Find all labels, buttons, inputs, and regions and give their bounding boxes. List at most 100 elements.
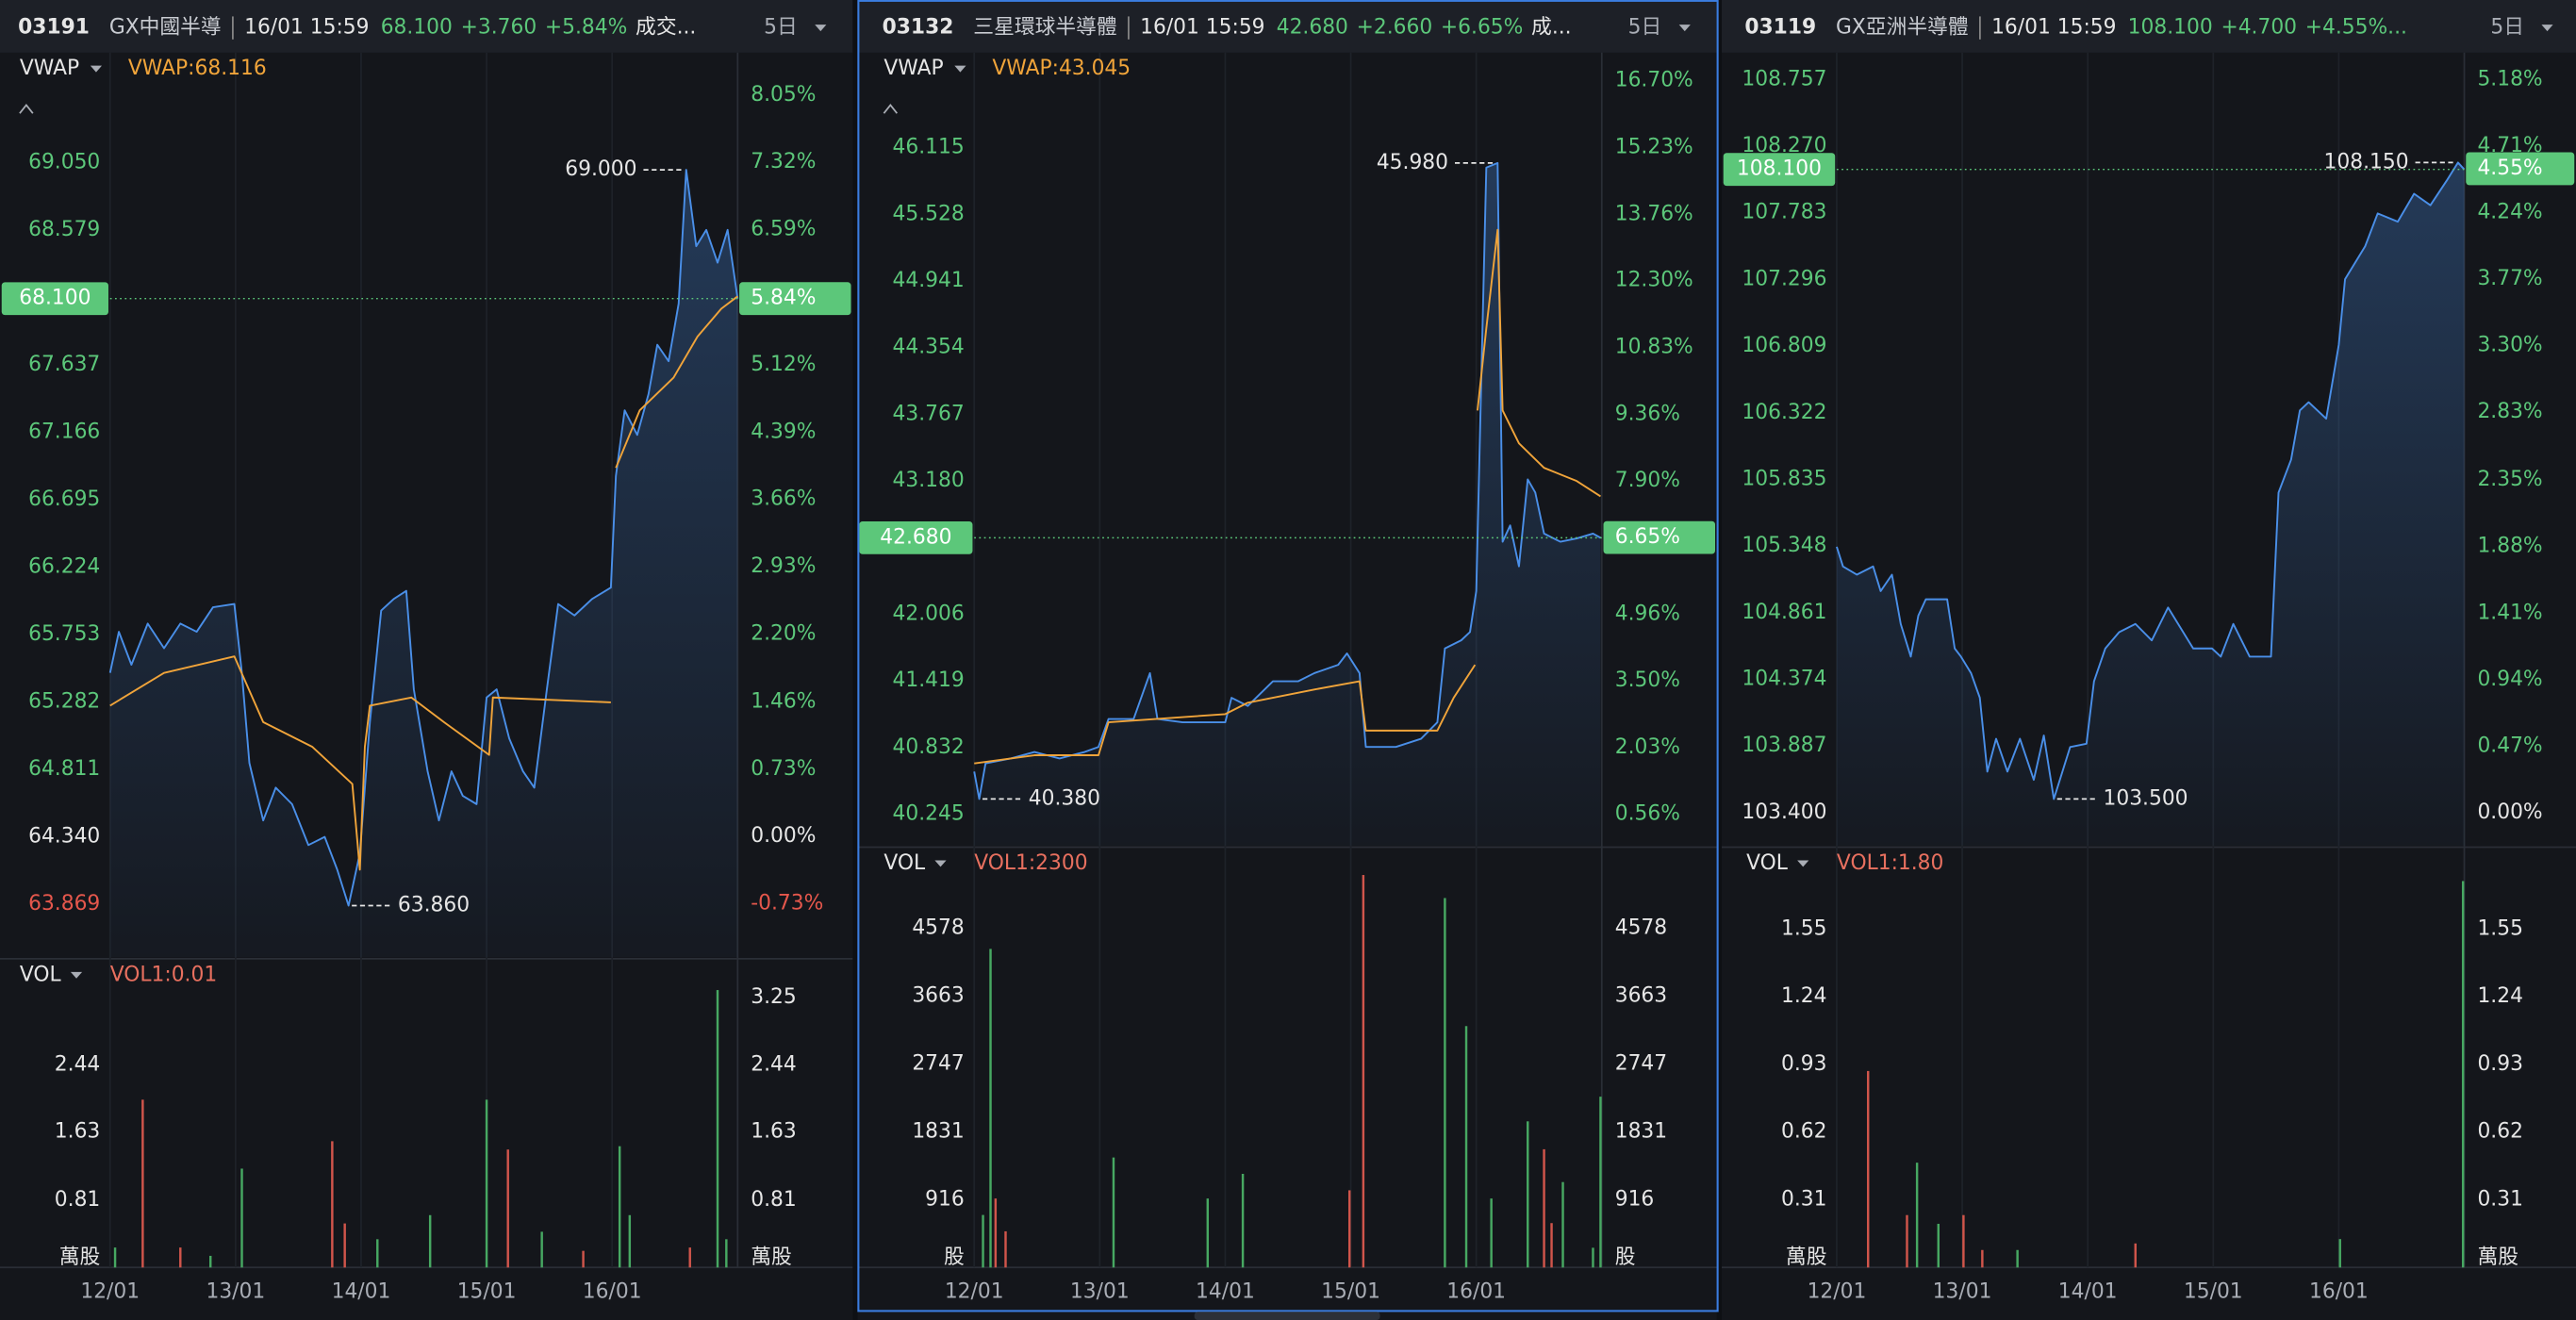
y2-tick-label: 2.03% bbox=[1615, 735, 1680, 759]
low-label: 103.500 bbox=[2104, 786, 2188, 810]
volume-bar bbox=[240, 1168, 243, 1268]
volume-tick-label: 2.44 bbox=[55, 1052, 100, 1076]
panel-header bbox=[0, 0, 853, 53]
vwap-line bbox=[974, 228, 1601, 765]
volume-indicator: VOL1:1.80 bbox=[1837, 851, 1943, 875]
y2-tick-label: 10.83% bbox=[1615, 336, 1693, 359]
volume-bar bbox=[618, 1146, 621, 1268]
indicator-value: VWAP:68.116 bbox=[128, 57, 267, 80]
volume-bar bbox=[331, 1141, 334, 1268]
stock-name: 三星環球半導體 bbox=[973, 16, 1116, 40]
period-selector[interactable]: 5日 bbox=[1628, 16, 1662, 40]
volume-y2-tick-label: 0.93 bbox=[2477, 1052, 2522, 1076]
price-line bbox=[108, 169, 739, 907]
volume-y2-tick-label: 3663 bbox=[1615, 984, 1667, 1008]
y-tick-label: 44.941 bbox=[893, 269, 965, 292]
y2-tick-label: 5.12% bbox=[751, 353, 816, 376]
x-tick-label: 16/01 bbox=[583, 1279, 642, 1303]
change-percent: +4.55%... bbox=[2305, 16, 2407, 40]
volume-unit: 萬股 bbox=[2477, 1246, 2518, 1269]
y-tick-label: 66.224 bbox=[28, 555, 100, 579]
y-tick-label: 64.811 bbox=[28, 757, 100, 781]
y2-tick-label: 3.77% bbox=[2477, 267, 2542, 290]
volume-bar bbox=[1592, 1247, 1594, 1268]
y-tick-label: 107.783 bbox=[1742, 201, 1826, 224]
volume-bar bbox=[1348, 1190, 1351, 1268]
volume-bar bbox=[2016, 1249, 2019, 1268]
y-tick-label: 67.166 bbox=[28, 421, 100, 444]
y-tick-label: 68.579 bbox=[28, 218, 100, 241]
y-tick-label: 67.637 bbox=[28, 353, 100, 376]
volume-bar bbox=[2338, 1239, 2341, 1268]
stock-code: 03191 bbox=[18, 16, 90, 40]
x-tick-label: 13/01 bbox=[206, 1279, 265, 1303]
timestamp: 16/01 15:59 bbox=[1991, 16, 2116, 40]
price-change: +3.760 bbox=[461, 16, 537, 40]
period-selector[interactable]: 5日 bbox=[2490, 16, 2524, 40]
y2-tick-label: 7.90% bbox=[1615, 469, 1680, 492]
collapse-icon bbox=[19, 104, 34, 114]
y2-tick-label: 0.94% bbox=[2477, 668, 2542, 691]
volume-bar bbox=[725, 1239, 728, 1268]
y-tick-label: 69.050 bbox=[28, 150, 100, 173]
volume-bar bbox=[179, 1247, 182, 1268]
volume-tick-label: 0.93 bbox=[1781, 1052, 1826, 1076]
indicator-value: VWAP:43.045 bbox=[992, 57, 1131, 80]
y2-tick-label: 3.50% bbox=[1615, 668, 1680, 692]
indicator-name: VWAP bbox=[883, 57, 943, 80]
volume-bar bbox=[113, 1247, 117, 1268]
y2-tick-label: 5.18% bbox=[2477, 67, 2542, 91]
price-area bbox=[974, 162, 1601, 846]
last-price-box bbox=[1, 282, 108, 316]
y2-tick-label: 1.88% bbox=[2477, 535, 2542, 558]
volume-tick-label: 0.31 bbox=[1781, 1188, 1826, 1212]
volume-bar bbox=[582, 1250, 585, 1268]
volume-unit: 萬股 bbox=[59, 1246, 101, 1269]
last-price-label: 108.100 bbox=[1737, 157, 1822, 181]
last-percent-box bbox=[2466, 152, 2575, 186]
x-tick-label: 12/01 bbox=[1808, 1279, 1867, 1303]
y2-tick-label: 0.00% bbox=[2477, 800, 2542, 824]
volume-bar bbox=[1444, 898, 1446, 1268]
y-tick-label: 103.887 bbox=[1742, 734, 1826, 757]
last-percent-box bbox=[739, 282, 851, 316]
focus-frame bbox=[857, 0, 1719, 1312]
y2-tick-label: 9.36% bbox=[1615, 402, 1680, 425]
x-tick-label: 12/01 bbox=[80, 1279, 140, 1303]
y2-tick-label: 0.73% bbox=[751, 757, 816, 781]
last-price-label: 42.680 bbox=[880, 525, 951, 549]
high-label: 69.000 bbox=[565, 157, 636, 181]
y2-tick-label: 4.24% bbox=[2477, 200, 2542, 223]
last-percent-box bbox=[1603, 520, 1716, 554]
y2-tick-label: 3.30% bbox=[2477, 334, 2542, 357]
volume-tick-label: 1.55 bbox=[1781, 916, 1826, 940]
volume-indicator: VOL1:0.01 bbox=[110, 963, 217, 986]
volume-bar bbox=[428, 1214, 432, 1268]
volume-bar bbox=[628, 1214, 632, 1268]
dropdown-caret bbox=[815, 25, 827, 32]
x-tick-label: 13/01 bbox=[1070, 1279, 1130, 1303]
change-percent: +6.65% bbox=[1441, 16, 1523, 40]
last-percent-label: 4.55% bbox=[2477, 157, 2542, 180]
volume-y2-tick-label: 0.31 bbox=[2477, 1188, 2522, 1212]
volume-tick-label: 0.62 bbox=[1781, 1120, 1826, 1144]
period-selector[interactable]: 5日 bbox=[764, 16, 798, 40]
last-price: 108.100 bbox=[2128, 16, 2213, 40]
y-tick-label: 105.835 bbox=[1742, 467, 1826, 490]
y2-tick-label: 12.30% bbox=[1615, 269, 1693, 292]
volume-y2-tick-label: 4578 bbox=[1615, 916, 1667, 940]
y-tick-label: 108.757 bbox=[1742, 67, 1826, 91]
volume-tick-label: 916 bbox=[925, 1187, 965, 1211]
turnover: 成... bbox=[1531, 16, 1572, 40]
y-tick-label: 40.245 bbox=[893, 802, 965, 826]
volume-bar bbox=[1915, 1163, 1919, 1268]
price-line bbox=[973, 161, 1601, 800]
last-price: 42.680 bbox=[1277, 16, 1348, 40]
stock-code: 03119 bbox=[1744, 16, 1816, 40]
volume-y2-tick-label: 0.81 bbox=[751, 1188, 796, 1212]
volume-y2-tick-label: 2.44 bbox=[751, 1052, 796, 1076]
y-tick-label: 43.767 bbox=[893, 402, 965, 425]
y2-tick-label: -0.73% bbox=[751, 892, 823, 916]
low-label: 63.860 bbox=[398, 894, 470, 917]
